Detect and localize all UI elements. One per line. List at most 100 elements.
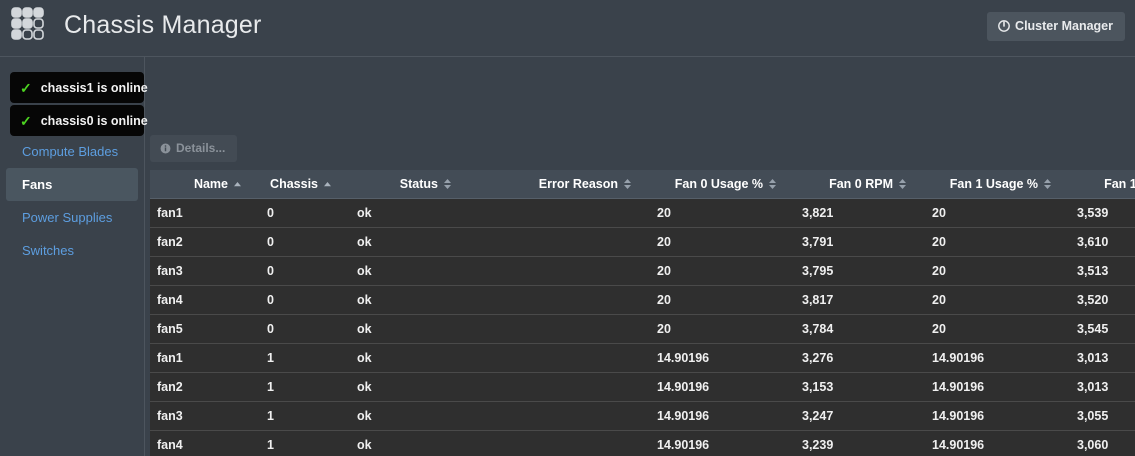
cell-name: fan1 — [150, 343, 260, 373]
cell-fan0-usage: 14.90196 — [650, 430, 795, 456]
cell-error-reason — [470, 343, 650, 373]
cell-fan1-usage: 14.90196 — [925, 430, 1070, 456]
sort-asc-icon — [323, 180, 332, 189]
cluster-manager-button[interactable]: Cluster Manager — [987, 12, 1125, 41]
cell-status: ok — [350, 430, 470, 456]
sidebar-item-label: Compute Blades — [22, 144, 119, 159]
table-row[interactable]: fan3 1 ok 14.90196 3,247 14.90196 3,055 — [150, 401, 1135, 431]
cell-fan1-usage: 20 — [925, 198, 1070, 228]
toast-message: chassis1 is online — [40, 80, 148, 95]
column-header-status[interactable]: Status — [350, 170, 470, 199]
power-circle-icon — [998, 20, 1010, 32]
table-row[interactable]: fan1 0 ok 20 3,821 20 3,539 — [150, 198, 1135, 228]
sidebar-item-fans[interactable]: Fans — [6, 168, 138, 201]
cell-fan0-usage: 14.90196 — [650, 401, 795, 431]
sidebar-item-power-supplies[interactable]: Power Supplies — [6, 201, 138, 234]
cell-fan1-rpm: 3,013 — [1070, 372, 1135, 402]
cell-fan1-usage: 14.90196 — [925, 401, 1070, 431]
cell-chassis: 0 — [260, 227, 350, 257]
sidebar-item-label: Fans — [22, 177, 53, 192]
sidebar: Compute Blades Fans Power Supplies Switc… — [0, 57, 145, 456]
cell-chassis: 0 — [260, 256, 350, 286]
table-row[interactable]: fan4 0 ok 20 3,817 20 3,520 — [150, 285, 1135, 315]
cell-error-reason — [470, 285, 650, 315]
table-row[interactable]: fan4 1 ok 14.90196 3,239 14.90196 3,060 — [150, 430, 1135, 456]
cell-fan1-rpm: 3,513 — [1070, 256, 1135, 286]
cell-fan1-usage: 20 — [925, 227, 1070, 257]
column-header-fan1-rpm[interactable]: Fan 1 RPM — [1070, 170, 1135, 199]
cell-fan0-rpm: 3,239 — [795, 430, 925, 456]
cell-name: fan4 — [150, 430, 260, 456]
cell-name: fan2 — [150, 372, 260, 402]
cell-fan1-usage: 20 — [925, 314, 1070, 344]
cell-fan0-usage: 20 — [650, 198, 795, 228]
cell-error-reason — [470, 401, 650, 431]
cell-fan1-rpm: 3,055 — [1070, 401, 1135, 431]
column-header-label: Status — [399, 177, 438, 191]
column-header-name[interactable]: Name — [150, 170, 260, 199]
cell-fan0-rpm: 3,784 — [795, 314, 925, 344]
cell-name: fan1 — [150, 198, 260, 228]
cell-fan1-rpm: 3,520 — [1070, 285, 1135, 315]
toast-notification[interactable]: ✓ chassis0 is online — [10, 105, 148, 136]
table-header-row: Name Chassis — [150, 170, 1135, 199]
column-header-label: Fan 0 Usage % — [674, 177, 763, 191]
cell-fan0-rpm: 3,795 — [795, 256, 925, 286]
sidebar-item-compute-blades[interactable]: Compute Blades — [6, 135, 138, 168]
column-header-fan0-rpm[interactable]: Fan 0 RPM — [795, 170, 925, 199]
cell-error-reason — [470, 372, 650, 402]
sort-none-icon — [1043, 178, 1052, 190]
hex-grid-logo-icon — [10, 6, 52, 44]
cell-fan1-usage: 14.90196 — [925, 372, 1070, 402]
cell-fan0-usage: 14.90196 — [650, 343, 795, 373]
cell-fan0-usage: 20 — [650, 256, 795, 286]
column-header-label: Fan 1 Usage % — [949, 177, 1038, 191]
cell-fan1-rpm: 3,545 — [1070, 314, 1135, 344]
cell-fan0-usage: 20 — [650, 314, 795, 344]
sort-none-icon — [443, 178, 452, 190]
table-row[interactable]: fan1 1 ok 14.90196 3,276 14.90196 3,013 — [150, 343, 1135, 373]
table-row[interactable]: fan5 0 ok 20 3,784 20 3,545 — [150, 314, 1135, 344]
page-title: Chassis Manager — [64, 10, 262, 39]
column-header-label: Chassis — [270, 177, 318, 191]
cell-chassis: 1 — [260, 430, 350, 456]
cell-error-reason — [470, 430, 650, 456]
cell-error-reason — [470, 256, 650, 286]
cell-status: ok — [350, 314, 470, 344]
column-header-fan1-usage[interactable]: Fan 1 Usage % — [925, 170, 1070, 199]
cell-error-reason — [470, 198, 650, 228]
cell-name: fan3 — [150, 401, 260, 431]
main-layout: Compute Blades Fans Power Supplies Switc… — [0, 57, 1135, 456]
table-row[interactable]: fan2 0 ok 20 3,791 20 3,610 — [150, 227, 1135, 257]
cell-fan1-rpm: 3,539 — [1070, 198, 1135, 228]
cell-chassis: 1 — [260, 372, 350, 402]
details-button-label: Details... — [176, 141, 226, 155]
cell-name: fan5 — [150, 314, 260, 344]
cell-status: ok — [350, 227, 470, 257]
cell-name: fan3 — [150, 256, 260, 286]
cell-fan1-rpm: 3,610 — [1070, 227, 1135, 257]
cell-fan0-rpm: 3,247 — [795, 401, 925, 431]
cell-fan0-rpm: 3,791 — [795, 227, 925, 257]
toast-notification[interactable]: ✓ chassis1 is online — [10, 72, 148, 103]
cell-fan0-usage: 20 — [650, 227, 795, 257]
column-header-chassis[interactable]: Chassis — [260, 170, 350, 199]
info-icon — [160, 143, 171, 154]
table-body: fan1 0 ok 20 3,821 20 3,539 fan2 0 ok 20 3,791 20 3,6… — [150, 198, 1135, 456]
table-row[interactable]: fan2 1 ok 14.90196 3,153 14.90196 3,013 — [150, 372, 1135, 402]
details-button[interactable]: Details... — [150, 135, 238, 162]
cell-status: ok — [350, 256, 470, 286]
table-row[interactable]: fan3 0 ok 20 3,795 20 3,513 — [150, 256, 1135, 286]
column-header-label: Fan 0 RPM — [829, 177, 893, 191]
column-header-error-reason[interactable]: Error Reason — [470, 170, 650, 199]
sidebar-item-label: Power Supplies — [22, 210, 113, 225]
cell-name: fan4 — [150, 285, 260, 315]
cell-fan1-usage: 20 — [925, 285, 1070, 315]
sort-none-icon — [768, 178, 777, 190]
sidebar-item-label: Switches — [22, 243, 75, 258]
cell-fan0-usage: 20 — [650, 285, 795, 315]
sort-none-icon — [623, 178, 632, 190]
sidebar-item-switches[interactable]: Switches — [6, 234, 138, 267]
fans-table: Name Chassis — [150, 170, 1135, 456]
column-header-fan0-usage[interactable]: Fan 0 Usage % — [650, 170, 795, 199]
